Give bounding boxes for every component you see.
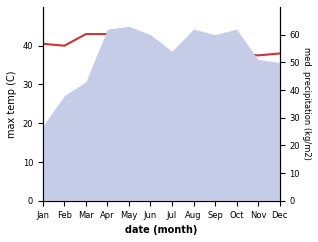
- Y-axis label: max temp (C): max temp (C): [7, 70, 17, 138]
- X-axis label: date (month): date (month): [125, 225, 197, 235]
- Y-axis label: med. precipitation (kg/m2): med. precipitation (kg/m2): [302, 47, 311, 160]
